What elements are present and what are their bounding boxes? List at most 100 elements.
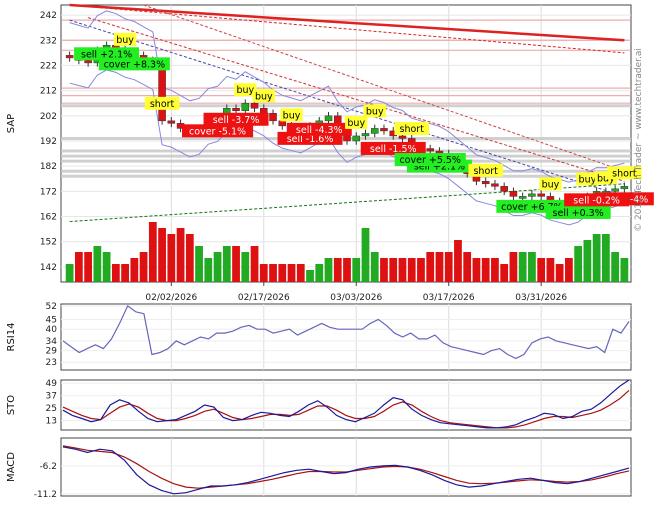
candle-body <box>537 193 545 197</box>
candle-body <box>620 186 629 190</box>
signal-label: sell -1.6% <box>287 134 334 145</box>
y-tick-label: 182 <box>40 162 57 172</box>
trendline <box>87 17 625 182</box>
signal-label: buy <box>283 110 301 121</box>
signal-box <box>234 83 257 97</box>
volume-bar <box>361 228 370 282</box>
signal-label: cover +5.5% <box>399 155 461 166</box>
volume-bar <box>426 252 435 282</box>
volume-bar <box>518 252 527 282</box>
volume-bar <box>500 264 509 282</box>
volume-bar <box>333 258 342 282</box>
signal-label: short <box>150 99 175 110</box>
signal-label: buy <box>579 174 597 185</box>
volume-bar <box>324 258 333 282</box>
candle-body <box>518 196 527 199</box>
candle-body <box>361 133 370 137</box>
candle-body <box>167 120 176 124</box>
trendline <box>69 19 625 197</box>
candle-body <box>370 128 379 134</box>
volume-bar <box>565 258 573 282</box>
signal-label: short <box>400 124 425 135</box>
candle-body <box>380 128 388 132</box>
signal-label: buy <box>116 35 134 46</box>
y-tick-label: 222 <box>40 61 57 71</box>
signal-box <box>564 193 630 207</box>
signal-box <box>98 57 170 71</box>
x-tick-label: 02/02/2026 <box>145 293 197 303</box>
y-tick-label: 202 <box>40 112 57 122</box>
volume-bar <box>380 258 388 282</box>
volume-bar <box>269 264 277 282</box>
signal-label: sell +2.1% <box>81 49 132 60</box>
trendline <box>69 183 625 223</box>
volume-bar <box>574 246 583 282</box>
volume-bar <box>398 258 407 282</box>
volume-bar <box>620 258 629 282</box>
indicator-tick-label: 52 <box>46 302 57 312</box>
volume-bar <box>528 252 536 282</box>
panel-frame-3 <box>60 437 632 497</box>
signal-label: buy <box>255 91 273 102</box>
signal-box <box>545 205 611 219</box>
candle-body <box>269 113 277 122</box>
signal-box <box>203 112 269 126</box>
volume-bar <box>74 252 83 282</box>
signal-box <box>182 124 254 138</box>
volume-bar <box>481 258 490 282</box>
signal-label: cover +6.7% <box>501 202 563 213</box>
volume-bar <box>296 264 305 282</box>
y-tick-label: 242 <box>40 11 57 21</box>
trendline <box>69 3 625 42</box>
signal-box <box>360 141 426 155</box>
volume-bar <box>389 258 398 282</box>
volume-bar <box>509 252 518 282</box>
volume-bar <box>130 258 139 282</box>
y-tick-label: 212 <box>40 87 57 97</box>
volume-bar <box>222 246 231 282</box>
x-tick-label: 03/31/2026 <box>515 293 567 303</box>
signal-box <box>576 172 599 186</box>
signal-label: buy <box>366 106 384 117</box>
volume-bar <box>93 246 102 282</box>
signal-box <box>363 104 386 118</box>
signal-label: short <box>473 166 498 177</box>
signal-label: buy <box>347 118 365 129</box>
volume-bar <box>555 264 564 282</box>
candle-body <box>232 107 240 112</box>
x-tick-label: 02/17/2026 <box>238 293 290 303</box>
candle-body <box>398 135 407 139</box>
copyright-watermark: © 2012 Tech Trader ~ www.techtrader.ai <box>634 48 644 232</box>
volume-bar <box>158 228 166 282</box>
candle-body <box>250 102 259 109</box>
signal-label: sell -1.5% <box>370 144 417 155</box>
candle-body <box>84 60 92 64</box>
volume-bar <box>407 258 416 282</box>
volume-bar <box>546 258 555 282</box>
volume-bar <box>417 258 425 282</box>
trendline <box>69 4 625 54</box>
candle-body <box>611 188 619 192</box>
indicator-tick-label: 49 <box>46 379 58 389</box>
volume-bar <box>306 270 314 282</box>
volume-bar <box>259 264 268 282</box>
volume-bar <box>148 222 157 282</box>
indicator-tick-label: 25 <box>46 404 57 414</box>
y-tick-label: 232 <box>40 36 57 46</box>
y-tick-label: 162 <box>40 213 57 223</box>
signal-box <box>74 47 140 61</box>
volume-bar <box>287 264 296 282</box>
volume-bar <box>195 246 203 282</box>
indicator-tick-label: 45 <box>46 316 57 326</box>
indicator-ylabel: RSI14 <box>6 323 17 352</box>
candle-body <box>509 191 518 197</box>
candle-body <box>481 181 490 185</box>
volume-bar <box>370 252 379 282</box>
volume-bar <box>592 234 601 282</box>
indicator-tick-label: 29 <box>46 347 58 357</box>
signal-box <box>252 89 275 103</box>
volume-bar <box>102 252 111 282</box>
indicator-ylabel: MACD <box>6 452 17 482</box>
volume-bar <box>241 252 250 282</box>
